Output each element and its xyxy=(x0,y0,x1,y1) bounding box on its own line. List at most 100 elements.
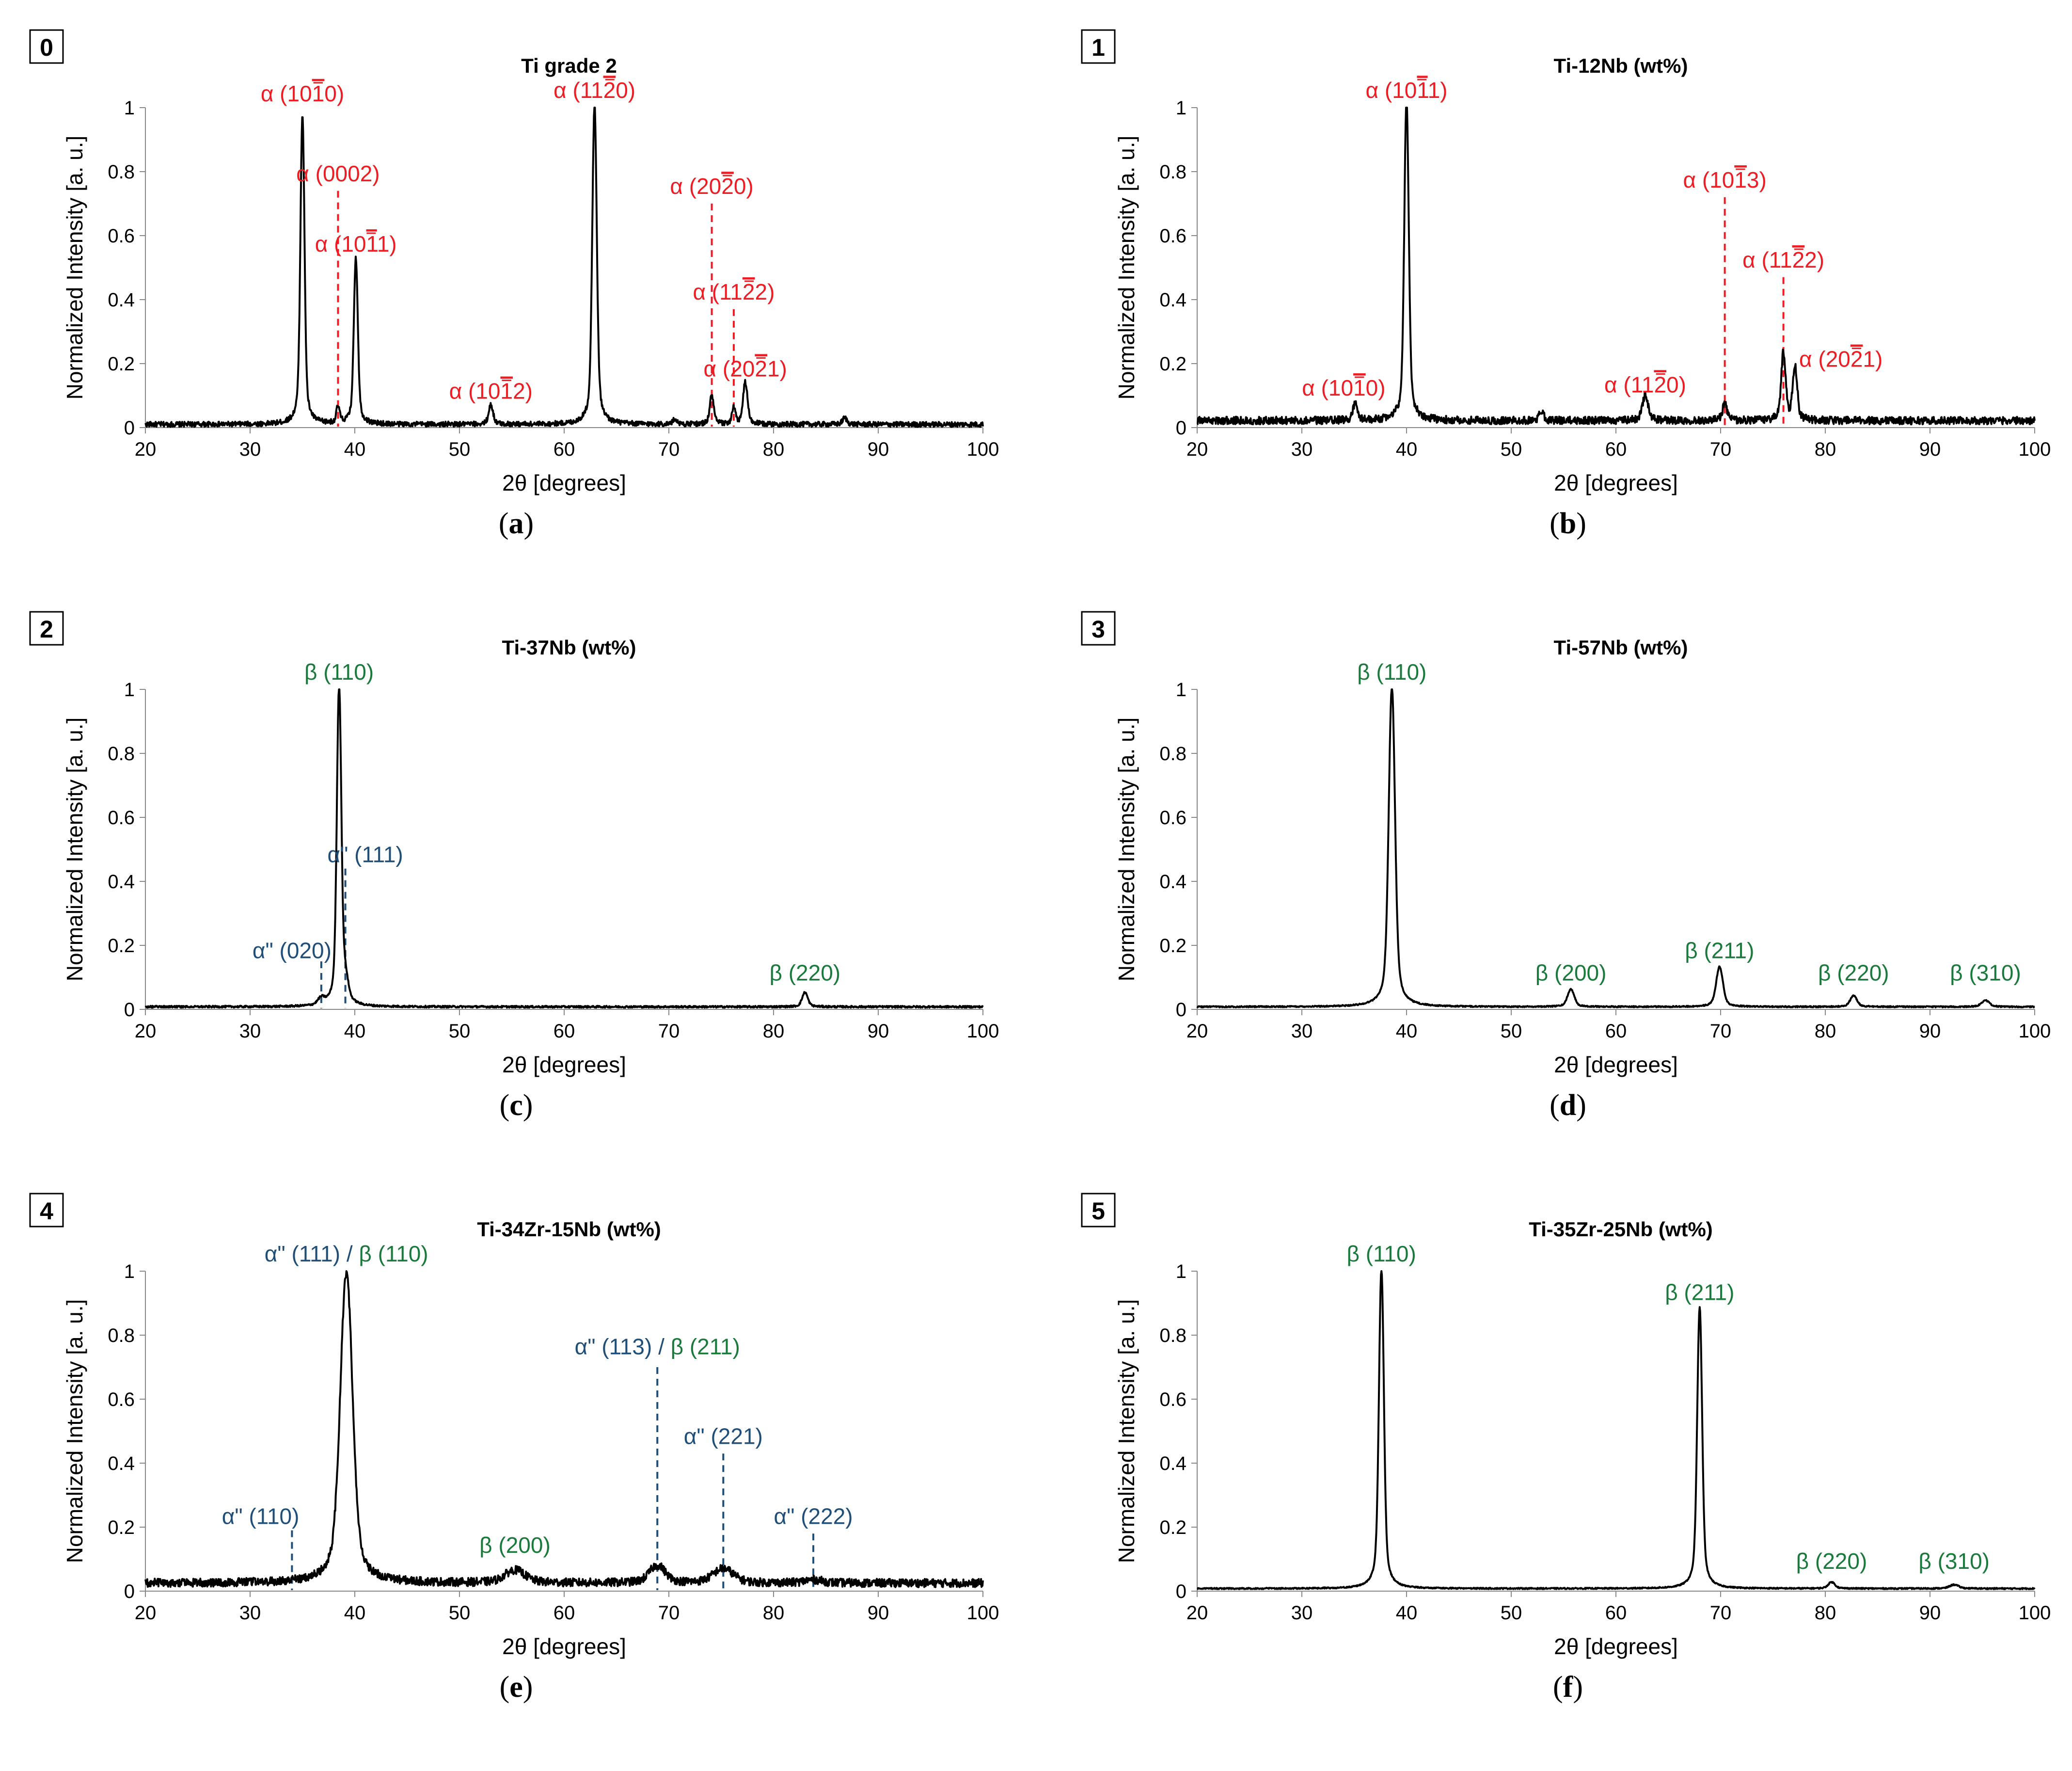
chart-title: Ti-34Zr-15Nb (wt%) xyxy=(477,1218,661,1241)
x-tick-label: 30 xyxy=(239,1602,261,1624)
panel-number-box xyxy=(29,1193,64,1228)
panel-number: 0 xyxy=(40,34,53,61)
peak-label: α" (111) xyxy=(327,842,403,867)
y-tick-label: 1 xyxy=(1176,679,1186,701)
panel-number-box xyxy=(29,29,64,64)
y-axis-label: Normalized Intensity [a. u.] xyxy=(62,718,87,982)
x-tick-label: 70 xyxy=(1710,439,1732,460)
peak-label: β (110) xyxy=(304,659,374,685)
x-tick-label: 80 xyxy=(1815,1602,1836,1624)
y-axis-label: Normalized Intensity [a. u.] xyxy=(1114,1299,1139,1564)
y-tick-label: 0.2 xyxy=(108,935,135,957)
y-tick-label: 0.2 xyxy=(108,1517,135,1538)
y-tick-label: 0.8 xyxy=(108,1325,135,1346)
x-tick-label: 80 xyxy=(1815,1021,1836,1042)
peak-label: β (220) xyxy=(769,960,840,986)
chart-title: Ti-57Nb (wt%) xyxy=(1554,636,1688,659)
xrd-trace xyxy=(144,107,984,428)
peak-label: β (220) xyxy=(1818,960,1889,986)
x-tick-label: 70 xyxy=(1710,1021,1732,1042)
peak-label: β (200) xyxy=(1535,960,1607,986)
x-tick-label: 20 xyxy=(1186,439,1208,460)
peak-label: α (2021) xyxy=(1799,347,1882,372)
panel-number-box xyxy=(29,611,64,646)
xrd-panel-f: 5 Ti-35Zr-25Nb (wt%) 0 0.2 0.4 0.6 0.8 1 20 30 40 5… xyxy=(1081,1193,2051,1704)
x-tick-label: 80 xyxy=(763,1021,785,1042)
y-tick-label: 0 xyxy=(1176,417,1186,439)
peak-label: α (2021) xyxy=(704,356,787,381)
peak-label: α" (111) / β (110) xyxy=(265,1241,428,1266)
y-tick-label: 1 xyxy=(124,97,135,119)
x-tick-label: 40 xyxy=(344,1021,366,1042)
x-tick-label: 30 xyxy=(239,1021,261,1042)
peak-label: β (200) xyxy=(479,1532,551,1558)
y-tick-label: 1 xyxy=(1176,1261,1186,1282)
y-tick-label: 1 xyxy=(124,679,135,701)
x-tick-label: 30 xyxy=(1291,1602,1313,1624)
x-tick-label: 40 xyxy=(344,439,366,460)
y-axis-label: Normalized Intensity [a. u.] xyxy=(1114,718,1139,982)
panel-number: 4 xyxy=(40,1197,53,1225)
x-tick-label: 60 xyxy=(1605,439,1627,460)
x-tick-label: 70 xyxy=(658,1602,680,1624)
peak-label: β (211) xyxy=(1685,938,1754,963)
x-tick-label: 60 xyxy=(554,1021,575,1042)
peak-label: α (1120) xyxy=(1604,372,1686,397)
x-tick-label: 90 xyxy=(868,1021,889,1042)
y-tick-label: 0.6 xyxy=(1159,807,1186,829)
x-tick-label: 20 xyxy=(135,439,157,460)
y-tick-label: 0.8 xyxy=(1159,743,1186,765)
peak-label: β (310) xyxy=(1950,960,2021,986)
x-tick-label: 90 xyxy=(1919,1021,1941,1042)
peak-label: α (1122) xyxy=(693,279,775,304)
peak-label: α" (221) xyxy=(684,1423,763,1449)
y-tick-label: 0 xyxy=(124,417,135,439)
x-tick-label: 70 xyxy=(658,439,680,460)
x-tick-label: 50 xyxy=(449,439,471,460)
panel-number: 1 xyxy=(1091,34,1105,61)
x-tick-label: 20 xyxy=(1186,1021,1208,1042)
peak-label: α (1120) xyxy=(554,78,635,103)
y-tick-label: 0.8 xyxy=(108,743,135,765)
x-tick-label: 80 xyxy=(1815,439,1836,460)
y-tick-label: 0.4 xyxy=(108,1453,135,1474)
xrd-panel-c: 2 Ti-37Nb (wt%) 0 0.2 0.4 0.6 0.8 1 20 30 40 50 60 70… xyxy=(29,611,999,1122)
x-tick-label: 100 xyxy=(2019,439,2051,460)
x-tick-label: 70 xyxy=(1710,1602,1732,1624)
panel-number-box xyxy=(1081,611,1116,646)
x-tick-label: 60 xyxy=(554,1602,575,1624)
peak-label: α" (020) xyxy=(253,938,332,963)
x-tick-label: 100 xyxy=(2019,1021,2051,1042)
x-tick-label: 50 xyxy=(449,1021,471,1042)
peak-label: α (0002) xyxy=(296,161,380,186)
y-tick-label: 0.6 xyxy=(108,1389,135,1410)
x-tick-label: 20 xyxy=(135,1602,157,1624)
panel-caption: (c) xyxy=(500,1089,533,1122)
y-tick-label: 0.2 xyxy=(108,353,135,375)
x-tick-label: 50 xyxy=(1501,1021,1522,1042)
panel-number: 5 xyxy=(1091,1197,1105,1225)
xrd-trace xyxy=(144,1270,984,1588)
y-tick-label: 0.8 xyxy=(1159,1325,1186,1346)
x-tick-label: 90 xyxy=(1919,1602,1941,1624)
y-tick-label: 0.8 xyxy=(1159,161,1186,183)
x-tick-label: 100 xyxy=(967,1021,999,1042)
panel-caption: (d) xyxy=(1550,1089,1586,1122)
y-tick-label: 0.2 xyxy=(1159,353,1186,375)
x-tick-label: 70 xyxy=(658,1021,680,1042)
xrd-panel-d: 3 Ti-57Nb (wt%) 0 0.2 0.4 0.6 0.8 1 20 30 40 50 60 70… xyxy=(1081,611,2051,1122)
panel-caption: (b) xyxy=(1550,507,1586,540)
y-tick-label: 1 xyxy=(1176,97,1186,119)
peak-label: α (1010) xyxy=(261,81,344,106)
x-tick-label: 90 xyxy=(1919,439,1941,460)
xrd-panel-b: 1 Ti-12Nb (wt%) 0 0.2 0.4 0.6 0.8 1 20 30 40 50 60 70… xyxy=(1081,29,2051,540)
x-tick-label: 50 xyxy=(1501,439,1522,460)
chart-title: Ti-12Nb (wt%) xyxy=(1554,54,1688,77)
x-tick-label: 20 xyxy=(135,1021,157,1042)
x-axis-label: 2θ [degrees] xyxy=(502,470,626,495)
peak-label: α (1011) xyxy=(1366,78,1448,103)
y-tick-label: 0.4 xyxy=(1159,289,1186,311)
x-axis-label: 2θ [degrees] xyxy=(1554,1052,1678,1077)
y-tick-label: 0.6 xyxy=(108,225,135,247)
x-tick-label: 40 xyxy=(1396,1021,1418,1042)
